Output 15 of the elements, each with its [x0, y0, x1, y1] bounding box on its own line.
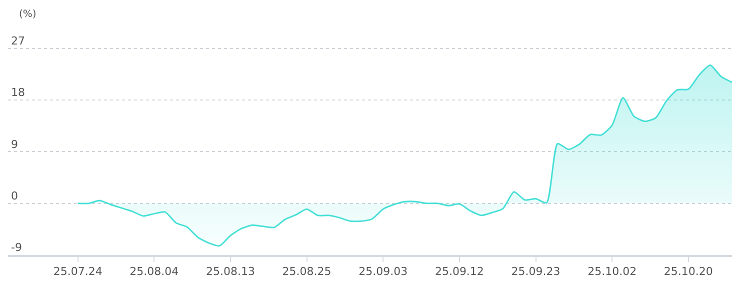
- x-tick-label: 25.07.24: [53, 264, 102, 278]
- x-tick-label: 25.08.13: [206, 264, 255, 278]
- x-tick-label: 25.10.02: [588, 264, 637, 278]
- x-tick-label: 25.10.20: [664, 264, 713, 278]
- y-tick-label: 27: [11, 34, 25, 48]
- y-tick-label: -9: [11, 241, 22, 254]
- y-tick-label: 9: [11, 138, 18, 151]
- x-tick-label: 25.08.04: [130, 264, 179, 278]
- x-tick-label: 25.08.25: [282, 264, 332, 278]
- y-tick-label: 18: [11, 86, 25, 100]
- x-tick-label: 25.09.23: [511, 264, 560, 278]
- y-axis-title: (%): [19, 9, 36, 20]
- x-tick-label: 25.09.03: [358, 264, 408, 278]
- y-tick-label: 0: [11, 190, 18, 203]
- x-tick-label: 25.09.12: [434, 264, 484, 278]
